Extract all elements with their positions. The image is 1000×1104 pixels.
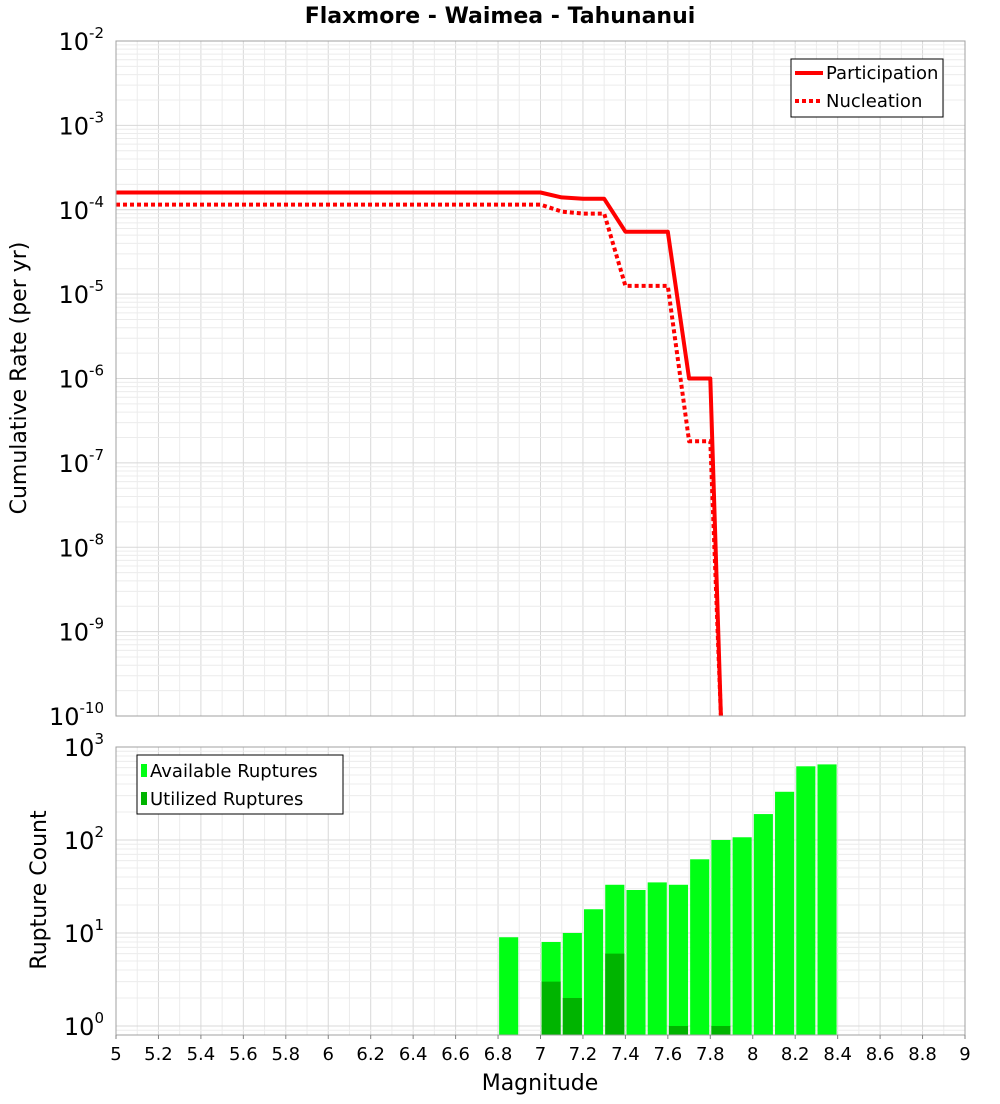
x-tick-label: 5.8 xyxy=(271,1044,300,1065)
top-y-tick-label: 10-2 xyxy=(58,24,104,56)
utilized-rupture-bar xyxy=(562,997,582,1035)
top-legend-box xyxy=(790,58,944,118)
available-rupture-bar xyxy=(753,814,773,1035)
available-rupture-bar xyxy=(668,884,689,1035)
available-rupture-bar xyxy=(647,882,667,1035)
x-tick-label: 6.8 xyxy=(484,1044,513,1065)
utilized-rupture-bar xyxy=(668,1025,689,1035)
top-y-axis-label: Cumulative Rate (per yr) xyxy=(7,242,32,515)
top-y-tick-label: 10-9 xyxy=(58,615,104,647)
bars-utilized-ruptures xyxy=(541,953,731,1035)
x-tick-label: 9 xyxy=(959,1044,970,1065)
x-tick-label: 6.6 xyxy=(441,1044,470,1065)
bottom-y-tick-label: 101 xyxy=(64,916,104,948)
nucleation-legend-label: Nucleation xyxy=(826,91,922,112)
participation-legend-label: Participation xyxy=(826,63,938,84)
x-tick-label: 6.2 xyxy=(356,1044,385,1065)
x-tick-label: 5.6 xyxy=(229,1044,258,1065)
available-rupture-bar xyxy=(711,839,731,1035)
x-tick-label: 7.8 xyxy=(696,1044,725,1065)
bottom-y-tick-label: 100 xyxy=(64,1009,104,1041)
available-legend-label: Available Ruptures xyxy=(150,761,318,782)
bottom-y-axis-label: Rupture Count xyxy=(27,810,52,970)
bottom-y-tick-label: 103 xyxy=(64,730,104,762)
bottom-y-tick-label: 102 xyxy=(64,823,104,855)
utilized-rupture-bar xyxy=(711,1025,731,1035)
x-tick-label: 7 xyxy=(535,1044,546,1065)
x-tick-label: 8 xyxy=(747,1044,758,1065)
available-rupture-bar xyxy=(626,889,646,1035)
x-tick-label: 5.4 xyxy=(187,1044,216,1065)
top-y-tick-label: 10-4 xyxy=(58,193,104,225)
utilized-rupture-bar xyxy=(605,953,625,1035)
available-rupture-bar xyxy=(499,937,519,1035)
x-tick-label: 7.6 xyxy=(654,1044,683,1065)
participation-line xyxy=(116,190,723,716)
x-tick-label: 8.2 xyxy=(781,1044,810,1065)
top-grid xyxy=(115,41,966,717)
top-plot-frame xyxy=(115,40,966,717)
x-tick-label: 7.2 xyxy=(569,1044,598,1065)
x-tick-label: 5.2 xyxy=(144,1044,173,1065)
available-rupture-bar xyxy=(690,859,710,1035)
top-y-tick-label: 10-10 xyxy=(49,699,104,731)
available-rupture-bar xyxy=(584,909,604,1035)
bottom-legend-box xyxy=(136,754,344,815)
x-tick-label: 5 xyxy=(110,1044,121,1065)
available-rupture-bar xyxy=(732,837,752,1035)
x-axis-label: Magnitude xyxy=(482,1071,599,1096)
top-y-tick-label: 10-8 xyxy=(58,530,104,562)
top-legend: Participation Nucleation xyxy=(790,58,944,118)
available-rupture-bar xyxy=(796,766,816,1035)
x-tick-label: 7.4 xyxy=(611,1044,640,1065)
top-y-tick-label: 10-6 xyxy=(58,362,104,394)
available-rupture-bar xyxy=(817,764,837,1035)
utilized-legend-swatch xyxy=(141,792,147,805)
x-tick-label: 6.4 xyxy=(399,1044,428,1065)
x-tick-label: 8.4 xyxy=(823,1044,852,1065)
chart-title: Flaxmore - Waimea - Tahunanui xyxy=(305,4,696,29)
nucleation-line xyxy=(116,202,723,716)
utilized-legend-label: Utilized Ruptures xyxy=(150,789,303,810)
x-tick-label: 8.8 xyxy=(908,1044,937,1065)
x-tick-label: 8.6 xyxy=(866,1044,895,1065)
top-y-tick-label: 10-3 xyxy=(58,108,104,140)
top-y-tick-label: 10-5 xyxy=(58,277,104,309)
available-legend-swatch xyxy=(141,764,147,777)
available-rupture-bar xyxy=(775,791,795,1035)
utilized-rupture-bar xyxy=(541,981,561,1035)
bottom-legend: Available Ruptures Utilized Ruptures xyxy=(136,754,344,815)
top-y-tick-label: 10-7 xyxy=(58,446,104,478)
x-tick-label: 6 xyxy=(323,1044,334,1065)
